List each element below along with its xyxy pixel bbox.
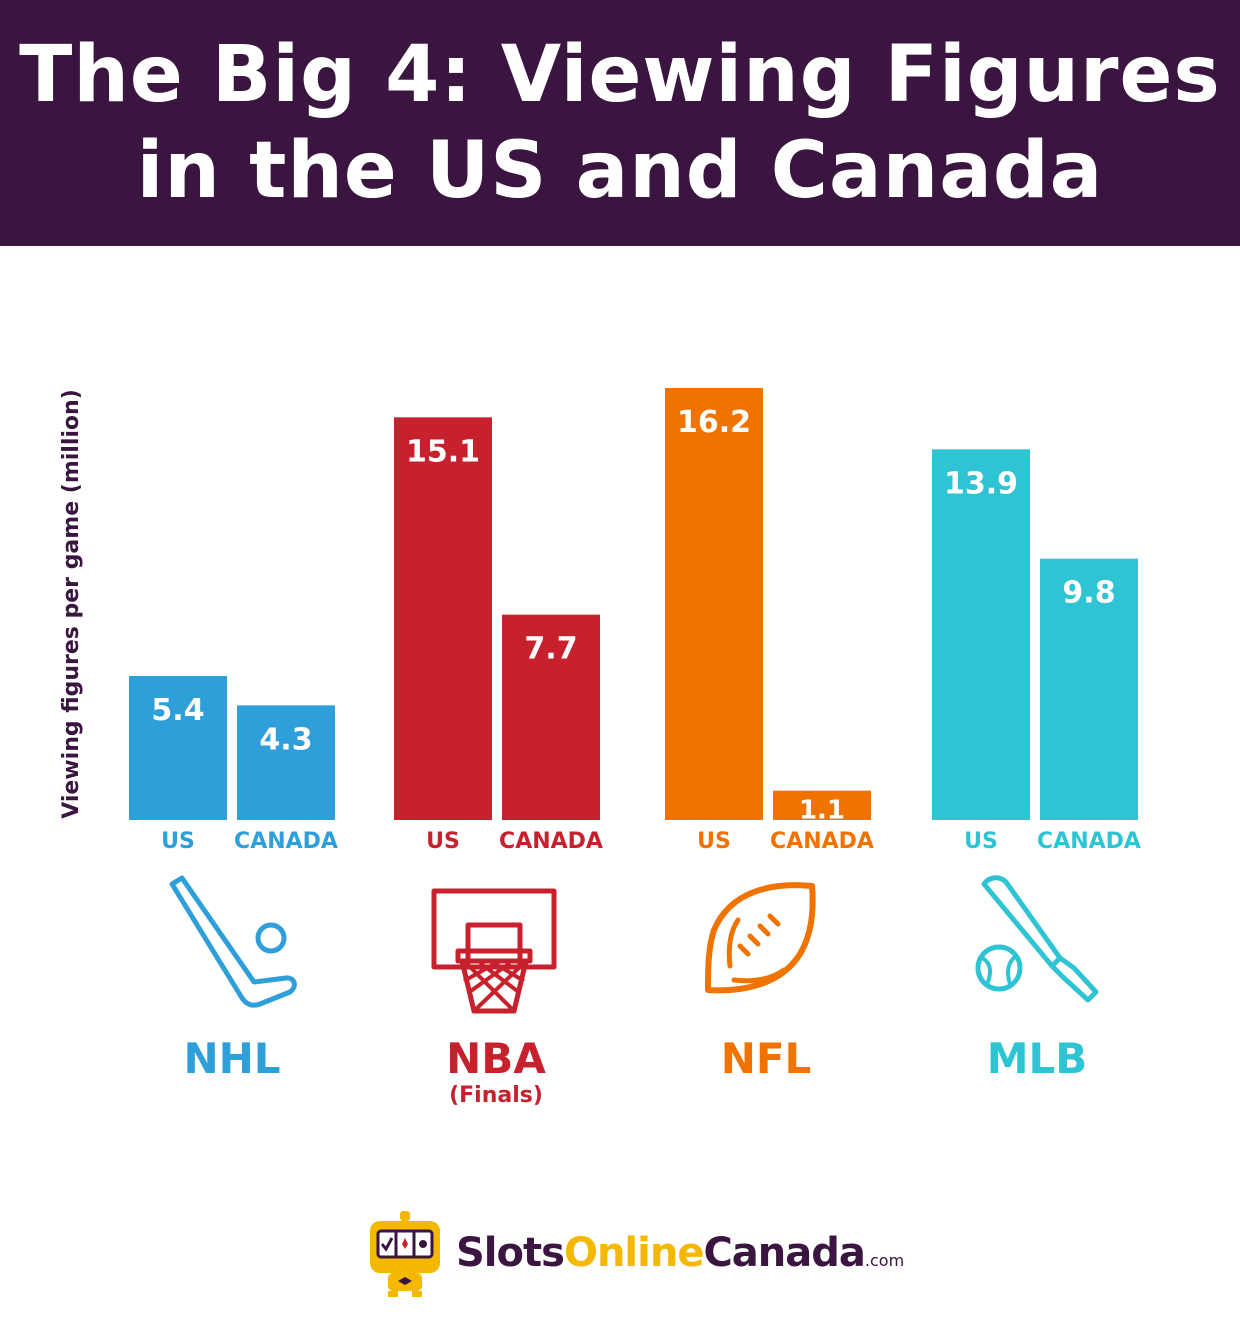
basketball-hoop-icon	[431, 888, 557, 1014]
data-label-nfl-us: 16.2	[677, 405, 751, 440]
bar-nba-canada	[502, 614, 600, 820]
bar-nba-us	[394, 417, 492, 820]
baseball-bat-icon	[975, 875, 1099, 1003]
chart-title: The Big 4: Viewing Figures in the US and…	[19, 27, 1221, 219]
data-label-nhl-us: 5.4	[151, 693, 204, 728]
slot-machine-mascot-icon	[370, 1211, 440, 1297]
tick-label-nba-us: US	[426, 829, 460, 854]
data-label-nfl-canada: 1.1	[799, 796, 845, 826]
bar-mlb-canada	[1040, 558, 1138, 820]
data-label-nhl-canada: 4.3	[259, 722, 312, 757]
bar-nhl-canada	[237, 705, 335, 820]
tick-label-nhl-us: US	[161, 829, 195, 854]
hockey-stick-icon	[169, 875, 297, 1008]
tick-label-nba-canada: CANADA	[499, 829, 603, 854]
bar-nfl-canada	[773, 790, 871, 820]
title-banner: The Big 4: Viewing Figures in the US and…	[0, 0, 1240, 246]
league-label-nhl: NHL	[183, 1034, 281, 1083]
bar-nfl-us	[665, 388, 763, 820]
tick-label-nfl-us: US	[697, 829, 731, 854]
league-label-mlb: MLB	[986, 1034, 1088, 1083]
brand-part-com: .com	[864, 1251, 905, 1270]
tick-label-nhl-canada: CANADA	[234, 829, 338, 854]
data-label-mlb-canada: 9.8	[1062, 576, 1115, 611]
brand-part-online: Online	[563, 1230, 705, 1276]
brand-part-slots: Slots	[456, 1230, 565, 1276]
title-line-2: in the US and Canada	[136, 126, 1104, 216]
tick-label-mlb-us: US	[964, 829, 998, 854]
title-line-1: The Big 4: Viewing Figures	[19, 30, 1221, 120]
league-label-nfl: NFL	[720, 1034, 812, 1083]
tick-label-mlb-canada: CANADA	[1037, 829, 1141, 854]
bar-nhl-us	[129, 676, 227, 820]
tick-label-nfl-canada: CANADA	[770, 829, 874, 854]
bar-chart: 5.4 US 4.3 CANADA 15.1 US 7.7 CANADA 16.2 US 1.1 CA…	[129, 388, 1141, 854]
bar-mlb-us	[932, 449, 1030, 820]
league-label-nba: NBA	[446, 1034, 546, 1083]
football-icon	[705, 882, 816, 994]
data-label-nba-us: 15.1	[406, 434, 480, 469]
brand-name: SlotsOnlineCanada.com	[456, 1225, 904, 1289]
brand-part-canada: Canada	[703, 1230, 865, 1276]
league-sublabel-nba: (Finals)	[449, 1083, 543, 1108]
data-label-nba-canada: 7.7	[524, 632, 577, 667]
data-label-mlb-us: 13.9	[944, 466, 1018, 501]
brand-footer: SlotsOnlineCanada.com	[360, 1205, 920, 1305]
